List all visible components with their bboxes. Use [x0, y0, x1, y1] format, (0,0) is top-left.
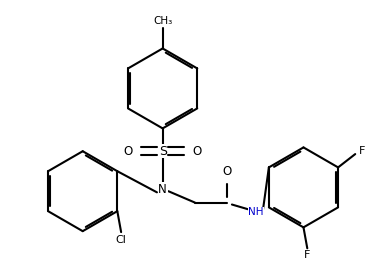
Text: O: O: [124, 145, 133, 158]
Text: O: O: [223, 165, 232, 178]
Text: F: F: [304, 250, 310, 260]
Text: NH: NH: [248, 207, 264, 217]
Text: S: S: [159, 145, 167, 158]
Text: F: F: [358, 146, 365, 156]
Text: CH₃: CH₃: [153, 16, 172, 26]
Text: N: N: [158, 183, 167, 196]
Text: O: O: [192, 145, 202, 158]
Text: Cl: Cl: [116, 235, 127, 245]
